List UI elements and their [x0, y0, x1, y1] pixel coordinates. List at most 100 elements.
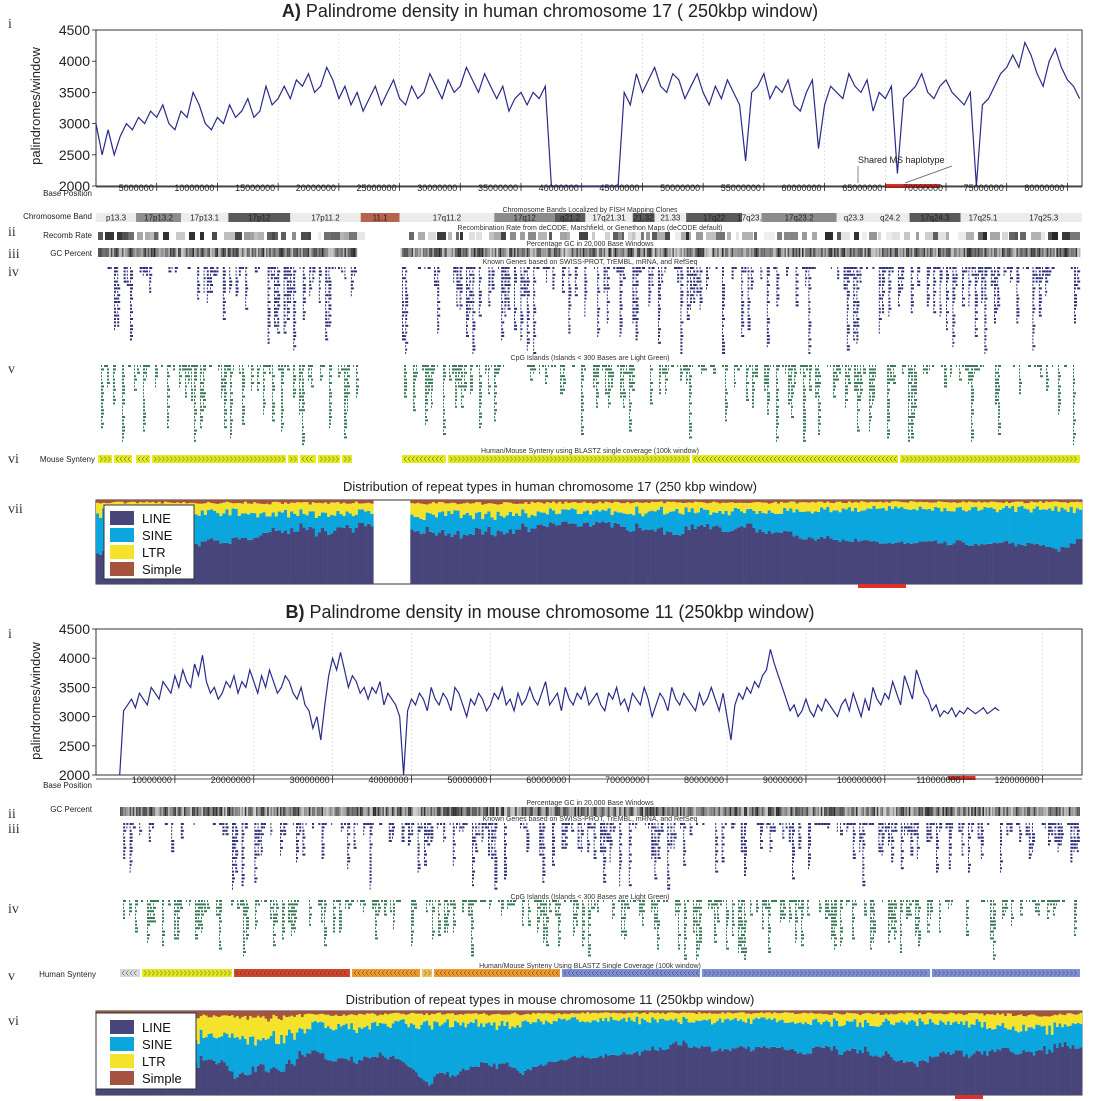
a-cpg-mark	[494, 382, 496, 384]
a-repeats-sine-bar	[222, 513, 226, 543]
a-repeats-simple-bar	[459, 500, 463, 504]
a-cpg-mark	[194, 429, 197, 432]
a-cpg-mark	[1073, 433, 1076, 435]
a-x-tick-label: 40000000	[539, 183, 579, 193]
a-repeats-sine-bar	[268, 516, 272, 532]
a-gc-bin	[454, 248, 457, 257]
a-cpg-mark	[689, 416, 690, 418]
a-genes-mark	[1074, 318, 1076, 320]
a-genes-mark	[552, 273, 556, 276]
a-genes-mark	[776, 277, 780, 280]
a-repeats-sine-bar	[250, 512, 254, 540]
a-gc-bin	[957, 248, 959, 257]
a-cpg-mark	[887, 399, 890, 401]
a-genes-mark	[1074, 294, 1077, 297]
a-synteny-arrow	[293, 456, 297, 462]
a-genes-mark	[616, 267, 620, 269]
a-genes-mark	[766, 290, 769, 293]
a-genes-mark	[677, 280, 680, 283]
a-genes-mark	[1038, 267, 1041, 269]
a-repeats-simple-bar	[237, 500, 242, 503]
a-genes-mark	[405, 318, 408, 320]
a-repeats-ltr-bar	[478, 502, 482, 513]
a-cpg-mark	[887, 395, 888, 398]
a-genes-mark	[606, 277, 610, 280]
a-recomb-block	[841, 232, 850, 240]
a-cpg-mark	[347, 402, 348, 405]
a-cpg-mark	[1046, 388, 1048, 391]
a-repeats-simple-bar	[471, 500, 476, 504]
a-gc-bin	[173, 248, 175, 257]
a-synteny-arrow	[733, 456, 737, 462]
a-gc-bin	[1078, 248, 1081, 257]
a-repeats-ltr-bar	[468, 503, 473, 516]
a-repeats-line-bar	[478, 528, 482, 584]
a-repeats-ltr-bar	[496, 504, 500, 512]
a-genes-mark	[658, 284, 661, 286]
a-gc-bin	[282, 248, 284, 257]
a-genes-mark	[242, 267, 244, 269]
a-genes-mark	[402, 280, 403, 283]
a-repeats-simple-bar	[117, 500, 121, 502]
a-cpg-mark	[998, 395, 999, 398]
a-gc-bin	[726, 248, 729, 257]
a-cpg-mark	[1046, 385, 1049, 388]
a-cpg-mark	[650, 392, 652, 395]
a-genes-mark	[466, 290, 467, 293]
a-synteny-arrow	[705, 456, 709, 462]
a-gc-bin	[582, 248, 585, 257]
a-genes-mark	[434, 270, 436, 273]
a-cpg-mark	[908, 395, 910, 398]
a-cpg-mark	[356, 371, 358, 374]
a-genes-mark	[456, 301, 458, 303]
a-gc-bin	[773, 248, 775, 257]
a-gc-bin	[115, 248, 118, 257]
a-cpg-mark	[329, 368, 332, 371]
a-genes-mark	[245, 273, 248, 276]
a-genes-mark	[1016, 318, 1018, 320]
a-genes-mark	[437, 301, 441, 303]
a-repeats-simple-bar	[302, 500, 306, 503]
a-genes-mark	[456, 270, 459, 273]
a-cpg-mark	[185, 388, 186, 391]
a-genes-mark	[274, 270, 275, 273]
a-cpg-mark	[560, 392, 563, 395]
a-genes-mark	[658, 311, 660, 314]
a-gc-bin	[309, 248, 311, 257]
a-genes-mark	[878, 273, 881, 276]
a-repeats-sine-bar	[444, 515, 448, 536]
a-synteny-arrow	[1041, 456, 1045, 462]
a-cpg-mark	[281, 371, 284, 374]
a-repeats-simple-bar	[123, 500, 128, 504]
a-cpg-mark	[194, 419, 196, 422]
a-synteny-arrow	[621, 456, 625, 462]
a-genes-mark	[693, 273, 697, 276]
a-genes-mark	[968, 284, 971, 286]
a-synteny-arrow	[181, 456, 185, 462]
a-cpg-mark	[281, 419, 282, 422]
a-genes-mark	[766, 267, 770, 269]
a-cpg-mark	[689, 368, 690, 371]
a-synteny-track	[98, 455, 1080, 463]
a-synteny-arrow	[1005, 456, 1009, 462]
a-cpg-mark	[845, 388, 848, 391]
a-genes-mark	[731, 273, 734, 276]
a-genes-mark	[274, 307, 277, 310]
a-synteny-arrow	[729, 456, 733, 462]
a-genes-mark	[888, 307, 892, 310]
a-genes-mark	[130, 284, 133, 286]
a-genes-mark	[245, 297, 247, 300]
a-repeats-line-bar	[459, 538, 463, 584]
a-repeats-simple-bar	[262, 500, 266, 505]
a-genes-mark	[946, 284, 947, 286]
a-genes-mark	[741, 297, 743, 300]
a-cpg-mark	[665, 388, 667, 391]
a-genes-mark	[533, 321, 537, 324]
a-genes-mark	[699, 270, 703, 273]
a-recomb-block	[904, 232, 910, 240]
a-repeats-simple-bar	[253, 500, 257, 503]
a-cpg-mark	[230, 409, 232, 412]
a-cpg-mark	[137, 371, 140, 374]
a-gc-bin	[562, 248, 564, 257]
a-repeats-sine-bar	[419, 518, 423, 535]
